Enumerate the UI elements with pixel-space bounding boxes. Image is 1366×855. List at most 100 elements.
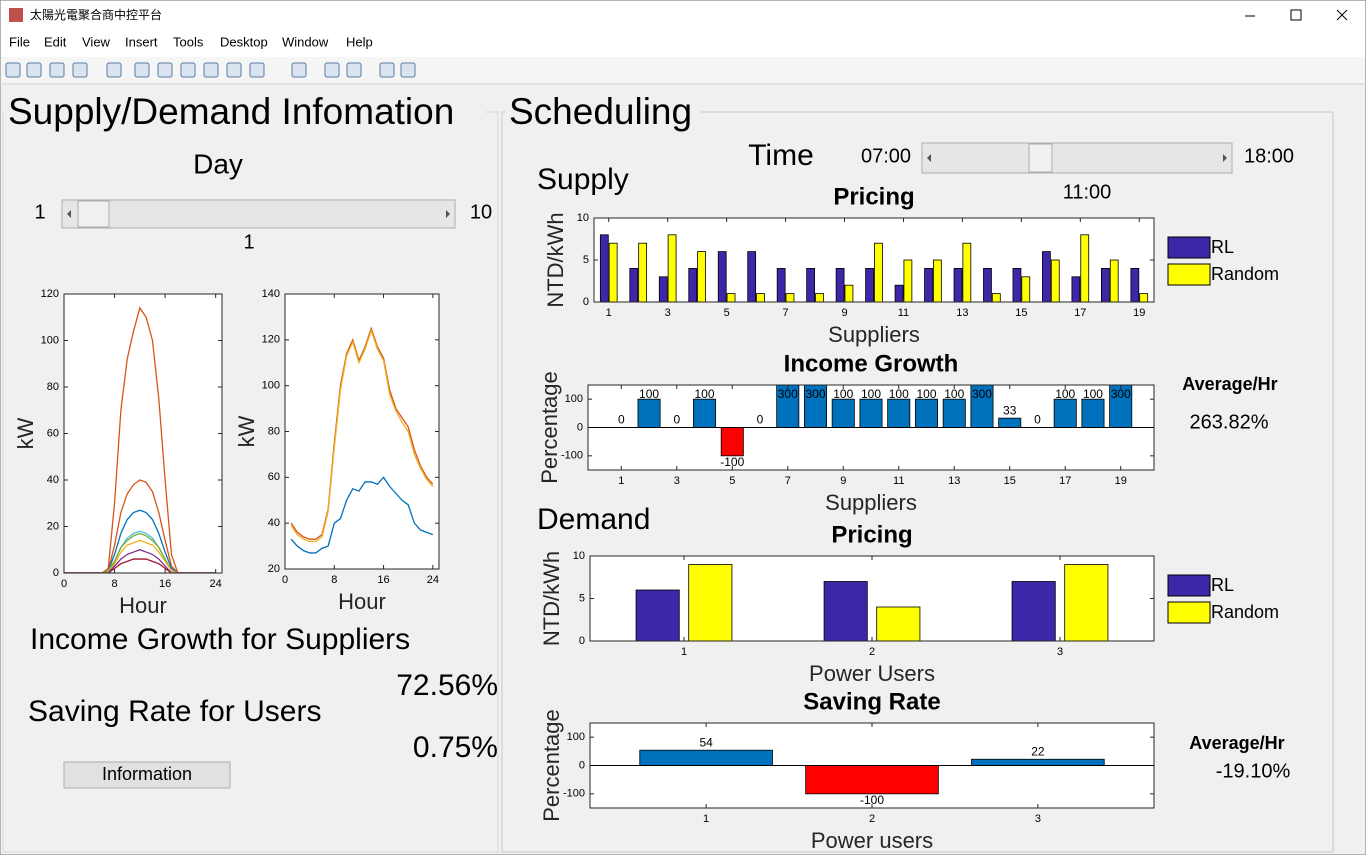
tool-icon[interactable] <box>400 62 416 78</box>
menu-item[interactable]: Insert <box>125 34 158 49</box>
tool-icon[interactable] <box>324 62 340 78</box>
tool-icon[interactable] <box>134 62 150 78</box>
x-tick-label: 1 <box>618 475 624 487</box>
slider-thumb[interactable] <box>1028 143 1053 173</box>
slider-value: 1 <box>243 231 254 253</box>
maximize-button[interactable] <box>1290 9 1302 21</box>
menu-item[interactable]: Tools <box>173 34 204 49</box>
tool-icon[interactable] <box>106 62 122 78</box>
bar <box>894 284 904 302</box>
bar <box>776 267 786 302</box>
button-label[interactable]: Information <box>102 764 192 784</box>
day-slider[interactable] <box>61 199 456 229</box>
x-tick-label: 11 <box>898 307 909 319</box>
x-tick-label: 8 <box>111 578 117 590</box>
x-tick-label: 0 <box>61 578 67 590</box>
bar <box>914 398 938 428</box>
right-panel <box>501 111 1334 853</box>
tool-icon[interactable] <box>203 62 219 78</box>
axes-box <box>589 722 1155 809</box>
tool-icon[interactable] <box>180 62 196 78</box>
bar <box>903 259 913 302</box>
y-tick-label: 0 <box>579 635 585 647</box>
data-label: 100 <box>833 387 853 401</box>
chart: 20 40 60 80 100 120 140 0 8 16 24 Hour kW <box>234 288 440 614</box>
y-tick-label: 140 <box>262 288 280 300</box>
menu-item[interactable]: Help <box>346 34 373 49</box>
bar <box>638 242 648 302</box>
x-tick-label: 24 <box>210 578 222 590</box>
tool-icon[interactable] <box>5 62 21 78</box>
bar <box>823 581 868 641</box>
bar <box>998 417 1022 428</box>
plot-area <box>590 556 1154 641</box>
tool-icon[interactable] <box>49 62 65 78</box>
x-axis-label: Hour <box>119 593 167 618</box>
menu-item[interactable]: View <box>82 34 111 49</box>
average-value: -19.10% <box>1216 760 1291 782</box>
y-axis-label: kW <box>234 415 259 447</box>
chart: 0 5 10 1 2 3 Pricing Power Users NTD/kWh RL Random <box>539 521 1279 685</box>
y-tick-label: 100 <box>567 731 585 743</box>
data-label: 100 <box>861 387 881 401</box>
data-label: 100 <box>695 387 715 401</box>
slider-min: 1 <box>34 201 45 223</box>
slider-min: 07:00 <box>861 145 911 167</box>
slider-thumb[interactable] <box>77 200 110 228</box>
bar <box>1130 267 1140 302</box>
data-label: 100 <box>1083 387 1103 401</box>
menu-item[interactable]: Edit <box>44 34 67 49</box>
tool-icon[interactable] <box>249 62 265 78</box>
x-tick-label: 5 <box>729 475 735 487</box>
y-tick-label: 0 <box>577 421 583 433</box>
bar <box>599 234 609 302</box>
x-tick-label: 2 <box>869 646 875 658</box>
tool-icon[interactable] <box>226 62 242 78</box>
information-button[interactable] <box>63 761 231 789</box>
bar <box>942 398 966 428</box>
x-tick-label: 0 <box>282 574 288 586</box>
bar <box>874 242 883 302</box>
x-tick-label: 16 <box>377 574 389 586</box>
line <box>290 476 434 554</box>
bar <box>844 284 854 302</box>
tool-icon[interactable] <box>72 62 88 78</box>
y-tick-label: -100 <box>561 450 583 462</box>
slider-track[interactable] <box>921 142 1233 174</box>
tool-icon[interactable] <box>157 62 173 78</box>
slider-track[interactable] <box>61 199 456 229</box>
bar <box>962 242 972 302</box>
y-tick-label: 100 <box>565 393 583 405</box>
tool-icon[interactable] <box>379 62 395 78</box>
axes-box <box>63 293 223 574</box>
y-tick-label: 80 <box>47 381 59 393</box>
average-label: Average/Hr <box>1189 733 1284 753</box>
tool-icon[interactable] <box>346 62 362 78</box>
legend-label: RL <box>1211 575 1234 595</box>
bar <box>932 259 942 302</box>
y-axis-label: NTD/kWh <box>539 551 564 646</box>
x-tick-label: 3 <box>665 307 671 319</box>
tool-icon[interactable] <box>26 62 42 78</box>
slider-max: 10 <box>470 201 492 223</box>
panel-title-bg <box>505 95 701 131</box>
plot-area <box>594 218 1154 302</box>
line <box>64 306 216 573</box>
bar <box>1100 267 1110 302</box>
menu-item[interactable]: Desktop <box>220 34 268 49</box>
data-label: 54 <box>699 735 713 749</box>
menu-item[interactable]: File <box>9 34 30 49</box>
legend-swatch <box>1167 236 1211 259</box>
menu-item[interactable]: Window <box>282 34 329 49</box>
close-button[interactable] <box>1336 9 1348 21</box>
bar <box>693 398 717 428</box>
x-tick-label: 16 <box>159 578 171 590</box>
tool-icon[interactable] <box>291 62 307 78</box>
x-axis-label: Hour <box>338 589 386 614</box>
time-slider[interactable] <box>921 142 1233 174</box>
legend-swatch <box>1167 574 1211 597</box>
bar <box>658 276 668 302</box>
